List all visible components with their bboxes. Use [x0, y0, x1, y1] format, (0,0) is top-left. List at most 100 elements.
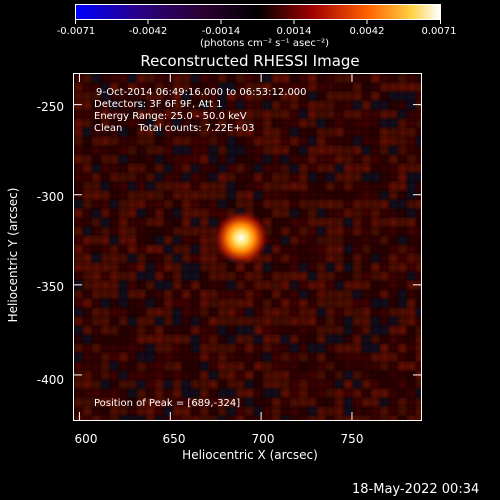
heatmap-cell: [317, 200, 326, 209]
heatmap-cell: [92, 317, 101, 326]
heatmap-cell: [182, 146, 191, 155]
heatmap-cell: [245, 272, 254, 281]
heatmap-cell: [344, 353, 353, 362]
heatmap-cell: [290, 344, 299, 353]
heatmap-cell: [380, 236, 389, 245]
heatmap-cell: [155, 353, 164, 362]
heatmap-cell: [389, 146, 398, 155]
heatmap-cell: [146, 290, 155, 299]
heatmap-cell: [272, 326, 281, 335]
heatmap-cell: [182, 416, 191, 425]
heatmap-cell: [380, 191, 389, 200]
heatmap-cell: [308, 200, 317, 209]
heatmap-cell: [281, 326, 290, 335]
heatmap-cell: [272, 74, 281, 83]
heatmap-cell: [272, 380, 281, 389]
heatmap-cell: [236, 263, 245, 272]
heatmap-cell: [173, 173, 182, 182]
heatmap-cell: [308, 236, 317, 245]
heatmap-cell: [146, 137, 155, 146]
peak-source: [213, 209, 270, 266]
heatmap-cell: [236, 155, 245, 164]
heatmap-cell: [308, 227, 317, 236]
heatmap-cell: [110, 119, 119, 128]
heatmap-cell: [335, 398, 344, 407]
heatmap-cell: [74, 281, 83, 290]
heatmap-cell: [92, 362, 101, 371]
heatmap-cell: [299, 353, 308, 362]
heatmap-cell: [191, 110, 200, 119]
heatmap-cell: [281, 200, 290, 209]
heatmap-cell: [371, 317, 380, 326]
heatmap-cell: [254, 308, 263, 317]
heatmap-cell: [416, 299, 425, 308]
heatmap-cell: [173, 398, 182, 407]
heatmap-cell: [155, 227, 164, 236]
heatmap-cell: [155, 209, 164, 218]
heatmap-cell: [299, 272, 308, 281]
heatmap-cell: [173, 155, 182, 164]
heatmap-cell: [371, 416, 380, 425]
heatmap-cell: [119, 380, 128, 389]
heatmap-cell: [317, 119, 326, 128]
heatmap-cell: [110, 173, 119, 182]
heatmap-cell: [182, 263, 191, 272]
heatmap-cell: [326, 308, 335, 317]
heatmap-cell: [263, 155, 272, 164]
heatmap-cell: [308, 272, 317, 281]
heatmap-cell: [398, 218, 407, 227]
heatmap-cell: [164, 137, 173, 146]
heatmap-cell: [200, 353, 209, 362]
heatmap-cell: [137, 200, 146, 209]
heatmap-cell: [272, 353, 281, 362]
heatmap-cell: [281, 191, 290, 200]
heatmap-cell: [182, 380, 191, 389]
heatmap-cell: [362, 164, 371, 173]
heatmap-cell: [308, 128, 317, 137]
heatmap-cell: [380, 83, 389, 92]
heatmap-cell: [119, 308, 128, 317]
heatmap-cell: [362, 137, 371, 146]
heatmap-cell: [146, 281, 155, 290]
heatmap-cell: [146, 146, 155, 155]
heatmap-cell: [272, 308, 281, 317]
heatmap-cell: [101, 164, 110, 173]
heatmap-cell: [164, 173, 173, 182]
heatmap-cell: [380, 182, 389, 191]
heatmap-cell: [209, 272, 218, 281]
heatmap-cell: [254, 344, 263, 353]
heatmap-cell: [254, 146, 263, 155]
heatmap-cell: [263, 335, 272, 344]
heatmap-cell: [299, 74, 308, 83]
heatmap-cell: [119, 317, 128, 326]
heatmap-cell: [164, 290, 173, 299]
heatmap-cell: [227, 371, 236, 380]
heatmap-cell: [416, 209, 425, 218]
heatmap-cell: [92, 83, 101, 92]
heatmap-cell: [290, 155, 299, 164]
heatmap-cell: [254, 110, 263, 119]
heatmap-cell: [200, 290, 209, 299]
heatmap-cell: [407, 263, 416, 272]
heatmap-cell: [245, 137, 254, 146]
heatmap-cell: [146, 110, 155, 119]
heatmap-cell: [146, 83, 155, 92]
heatmap-cell: [209, 173, 218, 182]
heatmap-cell: [146, 353, 155, 362]
heatmap-cell: [101, 335, 110, 344]
heatmap-cell: [317, 182, 326, 191]
heatmap-cell: [398, 110, 407, 119]
heatmap-cell: [317, 236, 326, 245]
heatmap-cell: [326, 281, 335, 290]
heatmap-cell: [380, 263, 389, 272]
heatmap-cell: [353, 137, 362, 146]
heatmap-cell: [227, 263, 236, 272]
heatmap-cell: [281, 290, 290, 299]
heatmap-cell: [101, 380, 110, 389]
heatmap-cell: [353, 218, 362, 227]
heatmap-cell: [83, 74, 92, 83]
heatmap-cell: [308, 281, 317, 290]
heatmap-cell: [101, 110, 110, 119]
heatmap-cell: [326, 272, 335, 281]
heatmap-cell: [173, 254, 182, 263]
